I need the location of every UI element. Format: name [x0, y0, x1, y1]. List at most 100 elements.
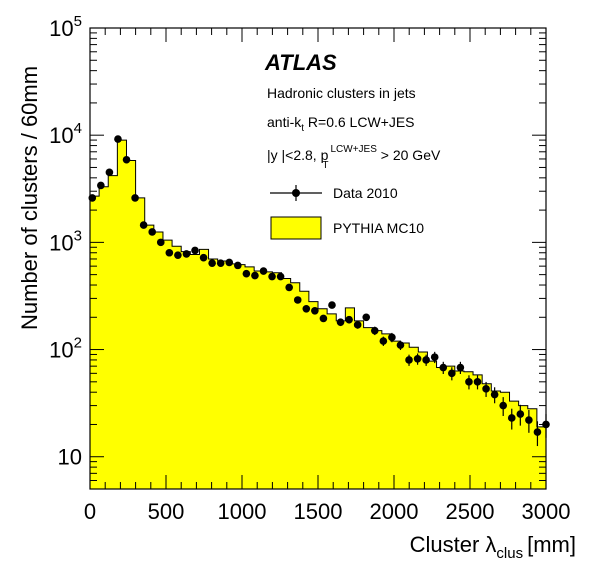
- data-point: [293, 296, 302, 304]
- data-point: [328, 301, 336, 309]
- data-point: [499, 397, 507, 416]
- data-point: [439, 361, 448, 374]
- data-point: [302, 304, 311, 313]
- data-point: [482, 381, 490, 397]
- data-marker: [225, 258, 234, 267]
- data-marker: [131, 194, 139, 202]
- data-marker: [208, 259, 216, 267]
- data-point: [251, 271, 259, 280]
- data-marker: [114, 135, 122, 143]
- data-point: [525, 410, 533, 433]
- data-marker: [516, 410, 525, 418]
- data-marker: [525, 416, 533, 424]
- mc-histogram-fill: [90, 140, 546, 490]
- data-marker: [362, 313, 371, 322]
- data-marker: [268, 272, 276, 281]
- legend-data-label: Data 2010: [333, 185, 398, 201]
- x-axis-title-sub: clus: [496, 545, 523, 562]
- x-tick-label: 500: [148, 499, 185, 524]
- data-point: [422, 354, 430, 366]
- data-marker: [311, 306, 319, 315]
- data-marker: [405, 356, 413, 364]
- data-point: [285, 283, 293, 292]
- x-tick-label: 2500: [446, 499, 495, 524]
- x-tick-label: 1500: [294, 499, 343, 524]
- data-point: [533, 421, 542, 447]
- data-point: [396, 340, 405, 351]
- data-point: [259, 267, 268, 275]
- legend-data-marker: [292, 189, 300, 197]
- legend-mc-label: PYTHIA MC10: [333, 220, 424, 236]
- data-marker: [353, 321, 362, 329]
- legend-mc-box: [270, 216, 322, 240]
- data-point: [336, 318, 345, 327]
- annotation-line2-post: R=0.6 LCW+JES: [304, 114, 415, 130]
- data-point: [490, 387, 499, 404]
- data-marker: [396, 341, 405, 349]
- annotation-line1: Hadronic clusters in jets: [267, 85, 416, 101]
- data-marker: [276, 272, 285, 281]
- data-marker: [370, 326, 379, 335]
- x-tick-label: 2000: [370, 499, 419, 524]
- data-point: [516, 404, 525, 426]
- data-point: [473, 375, 482, 390]
- x-axis-title: Cluster λclus [mm]: [410, 532, 576, 562]
- x-tick-label: 0: [84, 499, 96, 524]
- data-point: [234, 261, 242, 270]
- data-point: [430, 351, 439, 364]
- data-marker: [422, 356, 430, 364]
- annotation-line3-sub: T: [322, 160, 328, 171]
- data-marker: [499, 401, 507, 410]
- data-marker: [199, 253, 208, 262]
- data-marker: [533, 428, 542, 436]
- data-point: [182, 250, 191, 258]
- data-point: [148, 228, 157, 236]
- data-marker: [336, 318, 345, 326]
- data-point: [105, 168, 114, 177]
- data-point: [268, 272, 276, 281]
- y-tick-label: 10: [58, 445, 82, 470]
- data-point: [353, 321, 362, 329]
- data-point: [405, 354, 413, 366]
- data-marker: [379, 337, 388, 345]
- y-tick-label: 102: [49, 335, 82, 363]
- data-marker: [139, 221, 148, 229]
- x-tick-label: 3000: [522, 499, 571, 524]
- data-marker: [234, 261, 242, 270]
- annotation-line3: |y |<2.8, p TLCW+JES > 20 GeV: [267, 144, 441, 171]
- annotation-line3-post: > 20 GeV: [377, 147, 441, 163]
- data-point: [174, 251, 182, 259]
- y-tick-label: 103: [49, 227, 82, 255]
- data-marker: [388, 333, 396, 342]
- data-point: [370, 326, 379, 336]
- data-point: [456, 361, 465, 374]
- data-marker: [319, 314, 328, 323]
- data-point: [199, 253, 208, 262]
- data-marker: [413, 354, 422, 363]
- legend: Data 2010 PYTHIA MC10: [270, 185, 424, 240]
- data-marker: [105, 168, 114, 177]
- data-marker: [328, 301, 336, 309]
- atlas-label: ATLAS: [264, 50, 337, 75]
- data-marker: [122, 155, 131, 164]
- data-marker: [259, 267, 268, 275]
- data-marker: [216, 259, 225, 267]
- data-point: [379, 336, 388, 346]
- data-marker: [507, 414, 516, 422]
- data-point: [507, 408, 516, 430]
- data-point: [413, 353, 422, 365]
- data-marker: [285, 283, 293, 292]
- data-point: [156, 238, 165, 247]
- y-axis-title: Number of clusters / 60mm: [17, 66, 42, 330]
- data-marker: [439, 363, 448, 372]
- data-point: [139, 221, 148, 229]
- x-axis-title-unit: [mm]: [527, 532, 576, 557]
- data-marker: [293, 296, 302, 304]
- data-point: [208, 259, 216, 267]
- data-point: [131, 194, 139, 202]
- annotation-line2: anti-kt R=0.6 LCW+JES: [267, 114, 415, 134]
- data-marker: [182, 250, 191, 258]
- data-marker: [242, 269, 251, 278]
- data-marker: [482, 385, 490, 393]
